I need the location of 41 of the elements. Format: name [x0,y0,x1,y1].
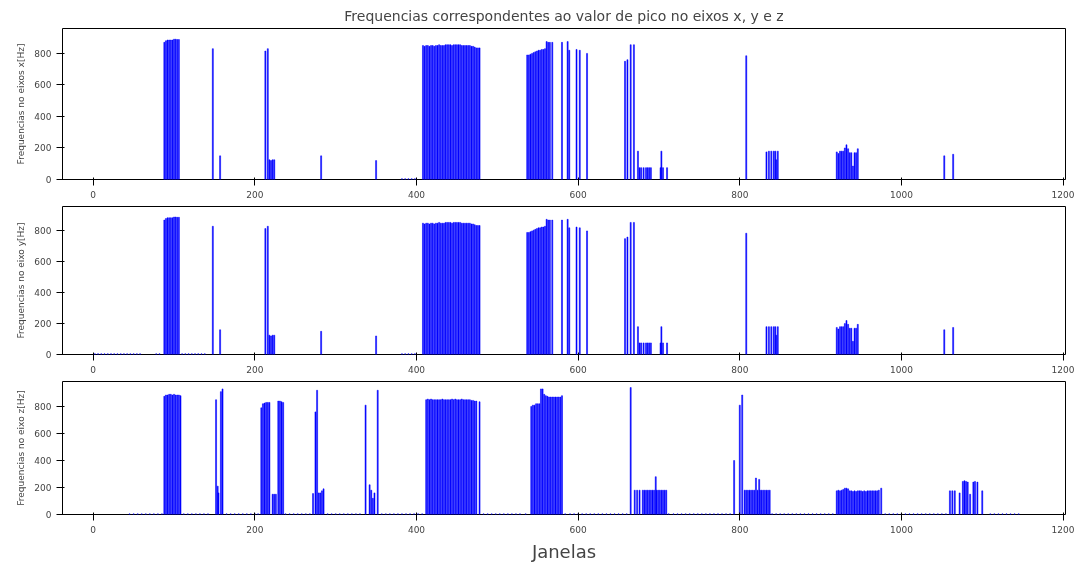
x-tick-label: 800 [731,524,749,535]
y-tick-label: 0 [45,175,52,185]
y-tick-label: 200 [34,143,52,154]
y-tick-label: 400 [34,455,52,466]
x-tick-label: 200 [246,524,264,535]
y-tick-label: 200 [34,482,52,493]
x-tick-label: 600 [569,364,588,375]
x-tick-label: 600 [569,524,588,535]
y-tick-label: 800 [34,401,52,412]
chart-title: Frequencias correspondentes ao valor de pico no eixos x, y e z [344,7,784,24]
y-tick-label: 800 [34,48,52,59]
y-tick-label: 600 [34,257,52,268]
x-tick-label: 0 [90,524,97,535]
x-tick-label: 400 [407,364,426,375]
y-tick-label: 600 [34,80,52,91]
y-tick-label: 400 [34,111,52,122]
x-tick-label: 0 [90,189,97,200]
x-tick-label: 1000 [889,189,914,200]
y-tick-label: 0 [45,350,52,360]
y-tick-label: 600 [34,428,52,439]
y-axis-title: Frequencias no eixo z[Hz] [16,390,27,506]
x-tick-label: 0 [90,364,97,375]
x-axis-title: Janelas [530,540,597,562]
y-tick-label: 0 [45,510,52,520]
x-tick-label: 800 [731,364,749,375]
x-tick-label: 1200 [1051,364,1075,375]
x-tick-label: 1000 [889,364,914,375]
x-tick-label: 1000 [889,524,914,535]
x-tick-label: 200 [246,189,264,200]
x-tick-label: 1200 [1051,524,1075,535]
x-tick-label: 800 [731,189,749,200]
x-tick-label: 200 [246,364,264,375]
x-tick-label: 1200 [1051,189,1075,200]
y-axis-title: Frequencias no eixos x[Hz] [16,43,27,165]
x-tick-label: 400 [407,189,426,200]
x-tick-label: 600 [569,189,588,200]
y-tick-label: 200 [34,319,52,330]
y-axis-title: Frequencias no eixo y[Hz] [16,222,27,339]
y-tick-label: 400 [34,288,52,299]
x-tick-label: 400 [407,524,426,535]
y-tick-label: 800 [34,226,52,237]
